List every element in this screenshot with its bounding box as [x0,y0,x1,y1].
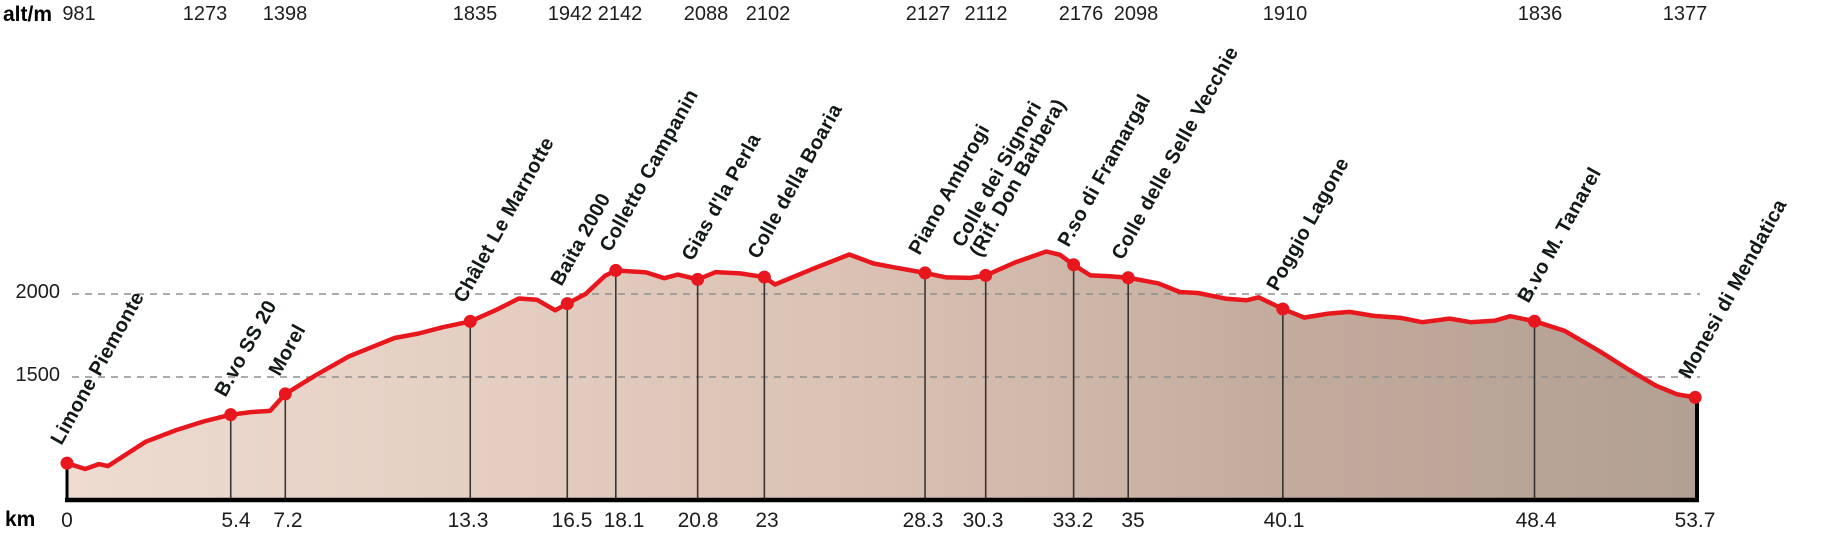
km-value: 28.3 [902,509,944,532]
waypoint-dot [979,268,993,282]
waypoint-dot [1688,390,1702,404]
altitude-value: 1377 [1662,3,1708,25]
waypoint-dot [1276,302,1290,316]
altitude-value: 2098 [1113,3,1159,25]
km-value: 7.2 [273,509,303,532]
km-value: 30.3 [962,509,1004,532]
km-value: 33.2 [1052,509,1094,532]
waypoint-dot [278,387,292,401]
altitude-axis-unit: alt/m [3,3,53,26]
altitude-value: 1835 [452,3,498,25]
waypoint-dot [1121,271,1135,285]
km-value: 0 [61,509,73,532]
waypoint-dot [1527,314,1541,328]
waypoint-dot [757,270,771,284]
altitude-value: 2142 [597,3,643,25]
waypoint-dot [560,297,574,311]
altitude-value: 1836 [1517,3,1563,25]
altitude-value: 2127 [905,3,951,25]
gridline-value: 1500 [15,364,61,386]
km-value: 18.1 [603,509,645,532]
waypoint-dot [60,456,74,470]
altitude-value: 2102 [745,3,791,25]
waypoint-dot [1067,258,1081,272]
altitude-value: 2176 [1058,3,1104,25]
altitude-value: 1910 [1262,3,1308,25]
waypoint-dot [463,314,477,328]
km-value: 23 [755,509,779,532]
km-value: 16.5 [551,509,593,532]
km-value: 48.4 [1515,509,1557,532]
waypoint-dot [609,263,623,277]
distance-axis-unit: km [5,508,36,531]
waypoint-dot [224,408,238,422]
profile-line [64,249,1698,472]
km-value: 13.3 [447,509,489,532]
altitude-value: 1273 [182,3,228,25]
km-value: 20.8 [677,509,719,532]
altitude-value: 2112 [964,3,1008,25]
altitude-value: 1942 [547,3,593,25]
waypoint-dot [691,272,705,286]
altitude-value: 2088 [683,3,729,25]
km-value: 53.7 [1674,509,1716,532]
km-value: 40.1 [1263,509,1305,532]
gridline-value: 2000 [15,281,61,303]
altitude-value: 1398 [262,3,308,25]
km-value: 5.4 [221,509,251,532]
altitude-value: 981 [62,3,96,25]
waypoint-dot [918,266,932,280]
km-value: 35 [1121,509,1145,532]
